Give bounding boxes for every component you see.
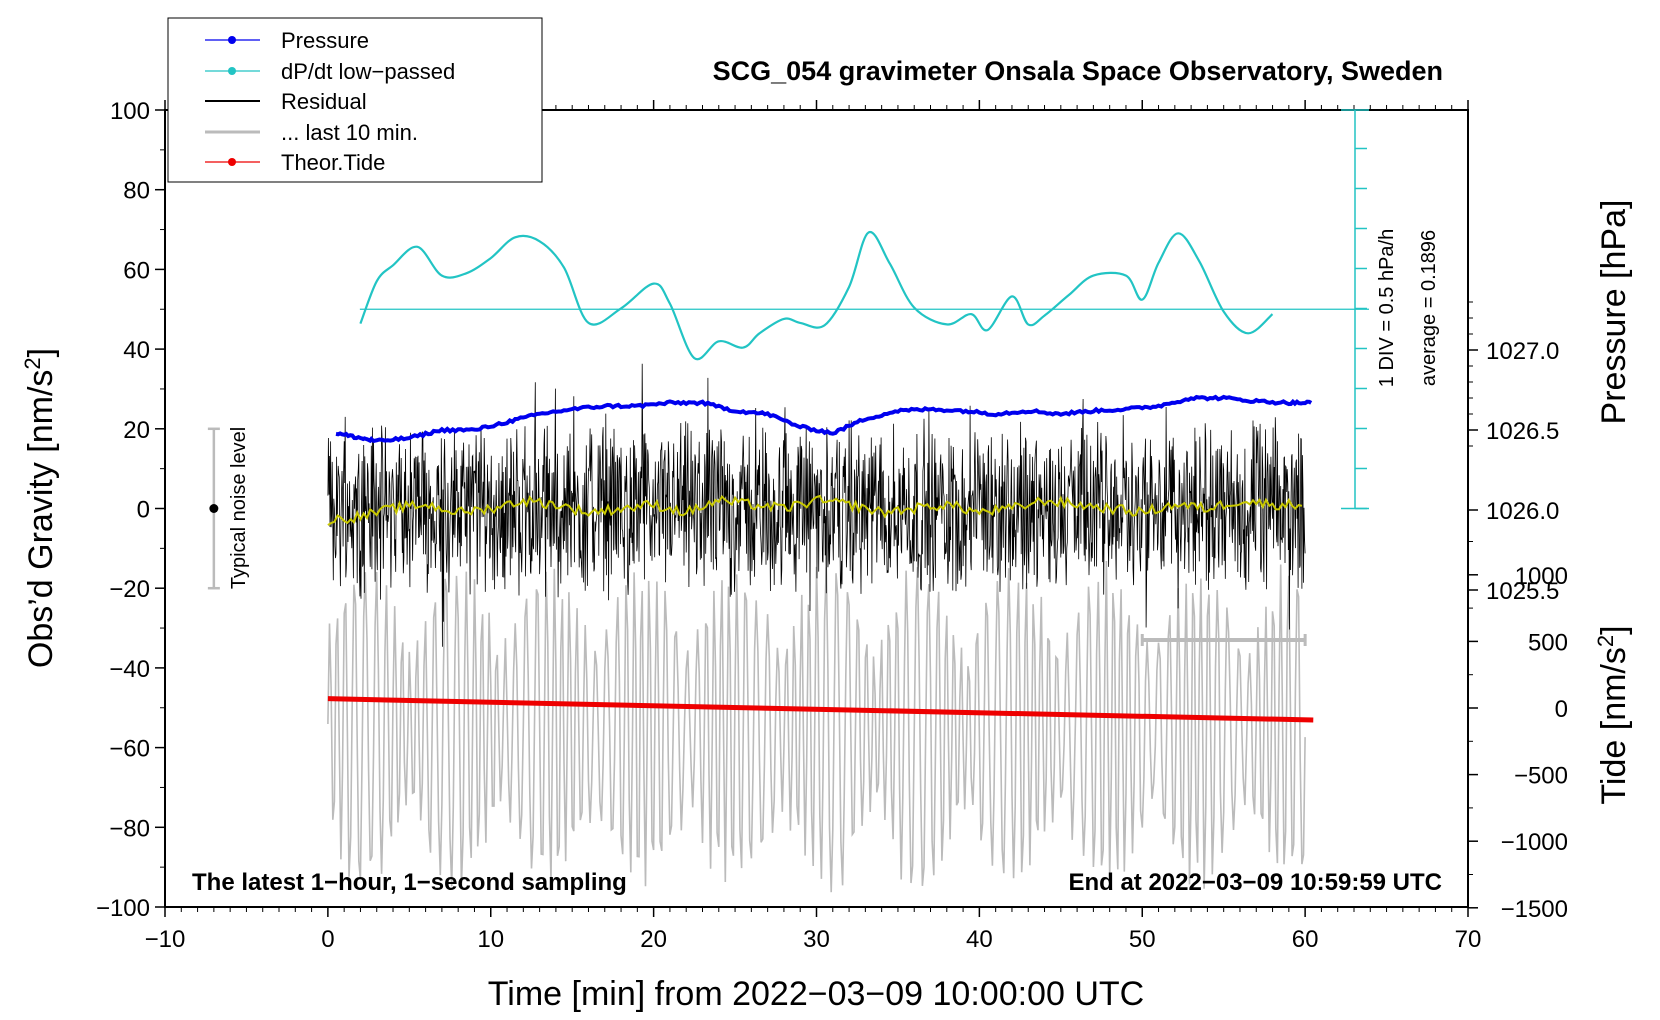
x-axis-title: Time [min] from 2022−03−09 10:00:00 UTC — [488, 975, 1144, 1013]
pressure-line — [335, 394, 1313, 444]
tide-tick-label: 0 — [1555, 696, 1568, 723]
pressure-axis-ticks: 1027.0 1026.5 1026.0 1025.5 — [1468, 301, 1559, 605]
tide-line — [327, 696, 1314, 723]
x-tick-label: 0 — [321, 926, 334, 953]
legend-label-last10: ... last 10 min. — [281, 120, 418, 145]
residual-lowpass-series — [327, 494, 1303, 526]
x-tick-label: 70 — [1455, 926, 1482, 953]
tide-tick-label: 1000 — [1515, 563, 1568, 590]
annotation-sampling: The latest 1−hour, 1−second sampling — [192, 869, 627, 896]
y-tick-label: −40 — [109, 656, 150, 683]
pressure-tick-label: 1026.5 — [1486, 418, 1559, 445]
legend-marker-dpdt — [228, 67, 236, 75]
y-axis-ticks: 100 80 60 40 20 0 −20 −40 −60 −80 −100 — [96, 98, 165, 922]
x-axis-ticks: −10 0 10 20 30 40 50 60 70 — [145, 100, 1482, 953]
legend-label-pressure: Pressure — [281, 28, 369, 53]
pressure-tick-label: 1025.5 — [1486, 578, 1559, 605]
chart-title: SCG_054 gravimeter Onsala Space Observat… — [713, 56, 1443, 86]
pressure-series — [335, 394, 1313, 444]
x-tick-label: 30 — [803, 926, 830, 953]
dpdt-scale-label: 1 DIV = 0.5 hPa/h — [1376, 229, 1398, 387]
dpdt-series — [359, 231, 1369, 361]
legend-label-dpdt: dP/dt low−passed — [281, 59, 455, 84]
tide-tick-label: −1500 — [1501, 896, 1568, 923]
residual-lowpass-line — [327, 494, 1303, 526]
tide-series — [327, 696, 1314, 723]
tide-tick-label: −1000 — [1501, 829, 1568, 856]
tide-tick-label: −500 — [1514, 763, 1568, 790]
dpdt-line — [359, 231, 1274, 361]
y-tick-label: 40 — [123, 337, 150, 364]
legend-marker-tide — [228, 158, 236, 166]
x-tick-label: 60 — [1292, 926, 1319, 953]
legend-label-tide: Theor.Tide — [281, 150, 385, 175]
y-tick-label: 60 — [123, 257, 150, 284]
x-tick-label: 10 — [477, 926, 504, 953]
legend: Pressure dP/dt low−passed Residual ... l… — [167, 17, 543, 183]
y-tick-label: −20 — [109, 576, 150, 603]
last-10-min-line — [327, 560, 1306, 893]
y-tick-label: −100 — [96, 895, 150, 922]
x-tick-label: 40 — [966, 926, 993, 953]
y-tick-label: −80 — [109, 815, 150, 842]
y-tick-label: 20 — [123, 417, 150, 444]
y-axis-title-tide: Tide [nm/s2] — [1593, 625, 1633, 804]
tide-axis-ticks: 1000 500 0 −500 −1000 −1500 — [1468, 541, 1568, 923]
legend-label-residual: Residual — [281, 89, 367, 114]
pressure-tick-label: 1027.0 — [1486, 338, 1559, 365]
chart-extras — [207, 427, 1307, 647]
y-tick-label: 0 — [137, 497, 150, 524]
residual-series — [327, 363, 1306, 647]
x-tick-label: −10 — [145, 926, 186, 953]
residual-line — [327, 363, 1306, 647]
noise-bar-dot — [209, 504, 219, 513]
dpdt-average-label: average = 0.1896 — [1418, 230, 1440, 386]
y-tick-label: 80 — [123, 178, 150, 205]
annotation-end-time: End at 2022−03−09 10:59:59 UTC — [1068, 869, 1442, 896]
legend-marker-pressure — [228, 36, 236, 44]
y-tick-label: −60 — [109, 736, 150, 763]
tide-tick-label: 500 — [1528, 629, 1568, 656]
x-tick-label: 20 — [640, 926, 667, 953]
y-tick-label: 100 — [110, 98, 150, 125]
x-tick-label: 50 — [1129, 926, 1156, 953]
y-axis-title-left: Obs’d Gravity [nm/s2] — [20, 348, 60, 668]
noise-level-label: Typical noise level — [228, 427, 250, 589]
last-10-min-series — [327, 560, 1306, 893]
y-axis-title-pressure: Pressure [hPa] — [1595, 200, 1633, 425]
pressure-tick-label: 1026.0 — [1486, 498, 1559, 525]
